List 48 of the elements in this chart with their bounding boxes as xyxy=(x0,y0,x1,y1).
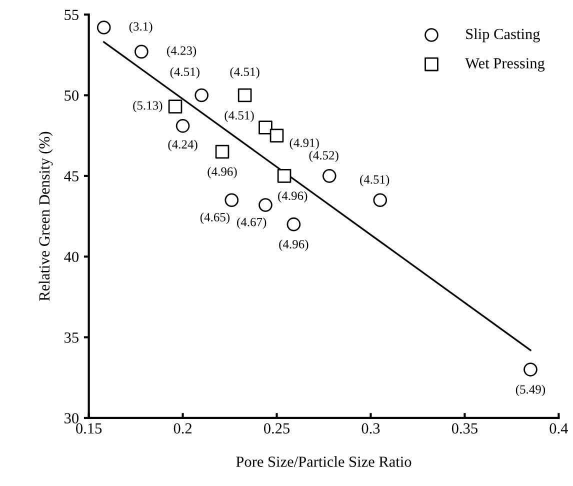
y-axis-title: Relative Green Density (%) xyxy=(38,132,53,301)
point xyxy=(322,169,336,183)
x-tick-label: 0.15 xyxy=(76,423,102,434)
annotation: (5.49) xyxy=(516,384,546,396)
point xyxy=(194,88,208,102)
annotation: (4.96) xyxy=(279,240,308,251)
annotation: (5.13) xyxy=(133,100,162,112)
annotation: (4.96) xyxy=(208,167,237,178)
point xyxy=(215,144,230,159)
legend-label: Wet Pressing xyxy=(465,58,545,72)
x-tick-label: 0.2 xyxy=(174,423,192,434)
point xyxy=(176,119,190,133)
annotation: (4.52) xyxy=(309,150,338,162)
y-tick-label: 35 xyxy=(64,332,78,343)
y-tick-label: 55 xyxy=(64,10,78,20)
point xyxy=(270,128,284,142)
y-tick-label: 45 xyxy=(64,171,78,182)
x-axis-title: Pore Size/Particle Size Ratio xyxy=(236,456,412,467)
point xyxy=(286,217,301,232)
annotation: (4.65) xyxy=(200,212,230,224)
point xyxy=(277,169,292,183)
y-tick-label: 50 xyxy=(64,90,79,101)
annotation: (4.51) xyxy=(170,67,200,79)
point xyxy=(96,20,111,34)
point xyxy=(258,120,272,134)
point xyxy=(134,44,148,59)
y-tick-label: 30 xyxy=(64,413,79,424)
point xyxy=(238,88,252,102)
annotation: (3.1) xyxy=(129,22,152,34)
x-tick-label: 0.35 xyxy=(452,423,478,434)
annotation: (4.51) xyxy=(224,110,254,122)
point xyxy=(258,198,272,212)
x-tick-label: 0.3 xyxy=(362,423,380,434)
legend-label: Slip Casting xyxy=(466,28,540,42)
y-tick-label: 40 xyxy=(64,252,79,262)
annotation: (4.91) xyxy=(290,138,319,150)
annotation: (4.51) xyxy=(230,67,260,79)
annotation: (4.23) xyxy=(166,46,196,58)
point xyxy=(524,362,538,376)
x-tick-label: 0.4 xyxy=(550,423,568,434)
annotation: (4.96) xyxy=(278,191,308,203)
point xyxy=(373,193,388,208)
point xyxy=(224,193,239,208)
annotation: (4.51) xyxy=(360,174,390,186)
point xyxy=(168,100,182,114)
annotation: (4.67) xyxy=(237,217,266,229)
x-tick-label: 0.25 xyxy=(264,423,290,434)
annotation: (4.24) xyxy=(168,140,198,152)
